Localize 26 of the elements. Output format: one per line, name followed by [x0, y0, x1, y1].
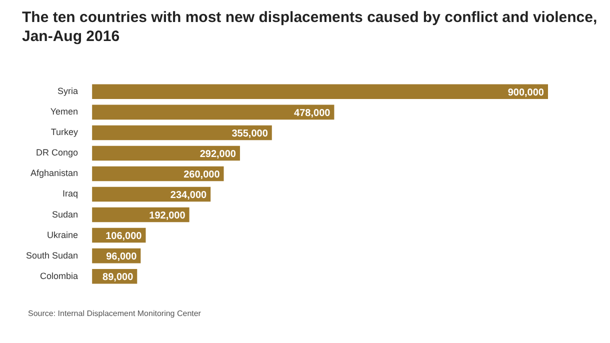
- data-label: 292,000: [200, 148, 236, 160]
- data-label: 89,000: [102, 272, 134, 284]
- chart-title: The ten countries with most new displacements caused by conflict and violence, Jan-Aug 2016: [22, 8, 598, 46]
- bar: [92, 84, 548, 100]
- y-tick-label: Iraq: [62, 188, 78, 199]
- y-tick-label: South Sudan: [26, 250, 78, 260]
- data-label: 106,000: [106, 231, 142, 242]
- y-tick-label: Sudan: [52, 209, 78, 220]
- data-label: 96,000: [106, 252, 138, 263]
- y-tick-label: DR Congo: [36, 148, 78, 158]
- data-label: 260,000: [184, 169, 220, 180]
- y-tick-label: Colombia: [40, 270, 78, 281]
- bar: [92, 104, 334, 120]
- y-tick-label: Yemen: [50, 106, 78, 117]
- source-note: Source: Internal Displacement Monitoring Center: [28, 309, 201, 318]
- y-tick-label: Ukraine: [47, 230, 78, 240]
- data-label: 192,000: [149, 210, 186, 222]
- data-label: 355,000: [232, 128, 268, 140]
- data-label: 234,000: [170, 190, 208, 202]
- bar: [92, 146, 240, 161]
- bar: [92, 125, 272, 140]
- y-tick-label: Turkey: [50, 127, 79, 138]
- data-label: 900,000: [508, 87, 544, 98]
- y-tick-label: Syria: [58, 86, 78, 96]
- data-label: 478,000: [294, 108, 331, 119]
- y-tick-label: Afghanistan: [30, 168, 78, 178]
